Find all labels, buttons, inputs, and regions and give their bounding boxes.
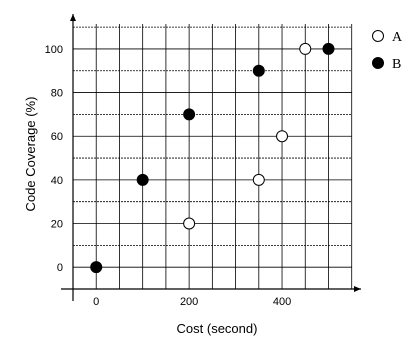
y-tick-label: 100 <box>45 44 63 56</box>
data-points <box>90 42 335 274</box>
data-point-a <box>276 130 289 143</box>
y-tick-label: 80 <box>51 88 63 100</box>
data-point-a <box>183 217 196 230</box>
y-tick-label: 60 <box>51 131 63 143</box>
legend-marker-a <box>372 30 384 42</box>
legend-label-a: A <box>392 30 403 45</box>
data-point-a <box>252 173 265 186</box>
tick-labels: 0 200 400 0 20 40 60 80 100 <box>45 44 292 308</box>
data-point-b <box>90 261 103 274</box>
legend-label-b: B <box>392 57 401 72</box>
data-point-b <box>136 173 149 186</box>
data-point-a <box>299 42 312 55</box>
axes <box>61 14 361 301</box>
y-tick-label: 0 <box>57 262 63 274</box>
y-tick-label: 40 <box>51 175 63 187</box>
legend-marker-b <box>372 57 384 69</box>
y-tick-label: 20 <box>51 219 63 231</box>
grid <box>73 24 353 290</box>
x-axis-title: Cost (second) <box>177 321 258 336</box>
x-tick-label: 0 <box>93 296 99 308</box>
data-point-b <box>183 108 196 121</box>
data-point-b <box>252 64 265 77</box>
legend: AB <box>372 30 403 72</box>
x-tick-label: 400 <box>273 296 291 308</box>
x-tick-label: 200 <box>180 296 198 308</box>
data-point-b <box>322 42 335 55</box>
y-axis-title: Code Coverage (%) <box>23 97 38 212</box>
x-axis-arrow <box>354 286 361 292</box>
y-axis-arrow <box>70 14 76 21</box>
